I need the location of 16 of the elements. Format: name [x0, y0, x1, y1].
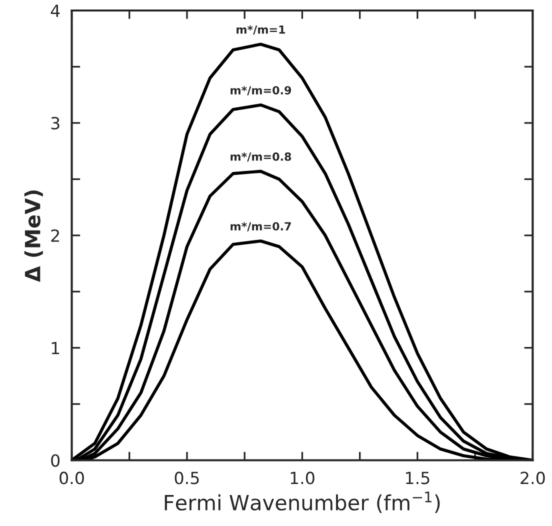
y-axis-title: Δ (MeV): [24, 190, 43, 282]
x-tick-label: 1.5: [406, 472, 430, 484]
x-tick-label: 0.5: [174, 472, 199, 484]
x-axis-title: Fermi Wavenumber (fm$^{−1}$): [164, 492, 440, 513]
series-label: m*/m=1: [236, 25, 286, 35]
y-tick-label: 2: [51, 229, 59, 242]
y-tick-label: 1: [52, 342, 60, 354]
series-label: m*/m=0.9: [230, 86, 292, 96]
x-tick-label: 1.0: [290, 472, 314, 484]
y-tick-label: 3: [51, 116, 60, 130]
x-tick-label: 0.0: [60, 472, 84, 484]
series-label: m*/m=0.7: [230, 222, 291, 232]
y-tick-label: 0: [51, 454, 60, 467]
series-label: m*/m=0.8: [230, 152, 292, 162]
x-tick-label: 2.0: [520, 472, 545, 484]
y-tick-label: 4: [50, 4, 60, 17]
